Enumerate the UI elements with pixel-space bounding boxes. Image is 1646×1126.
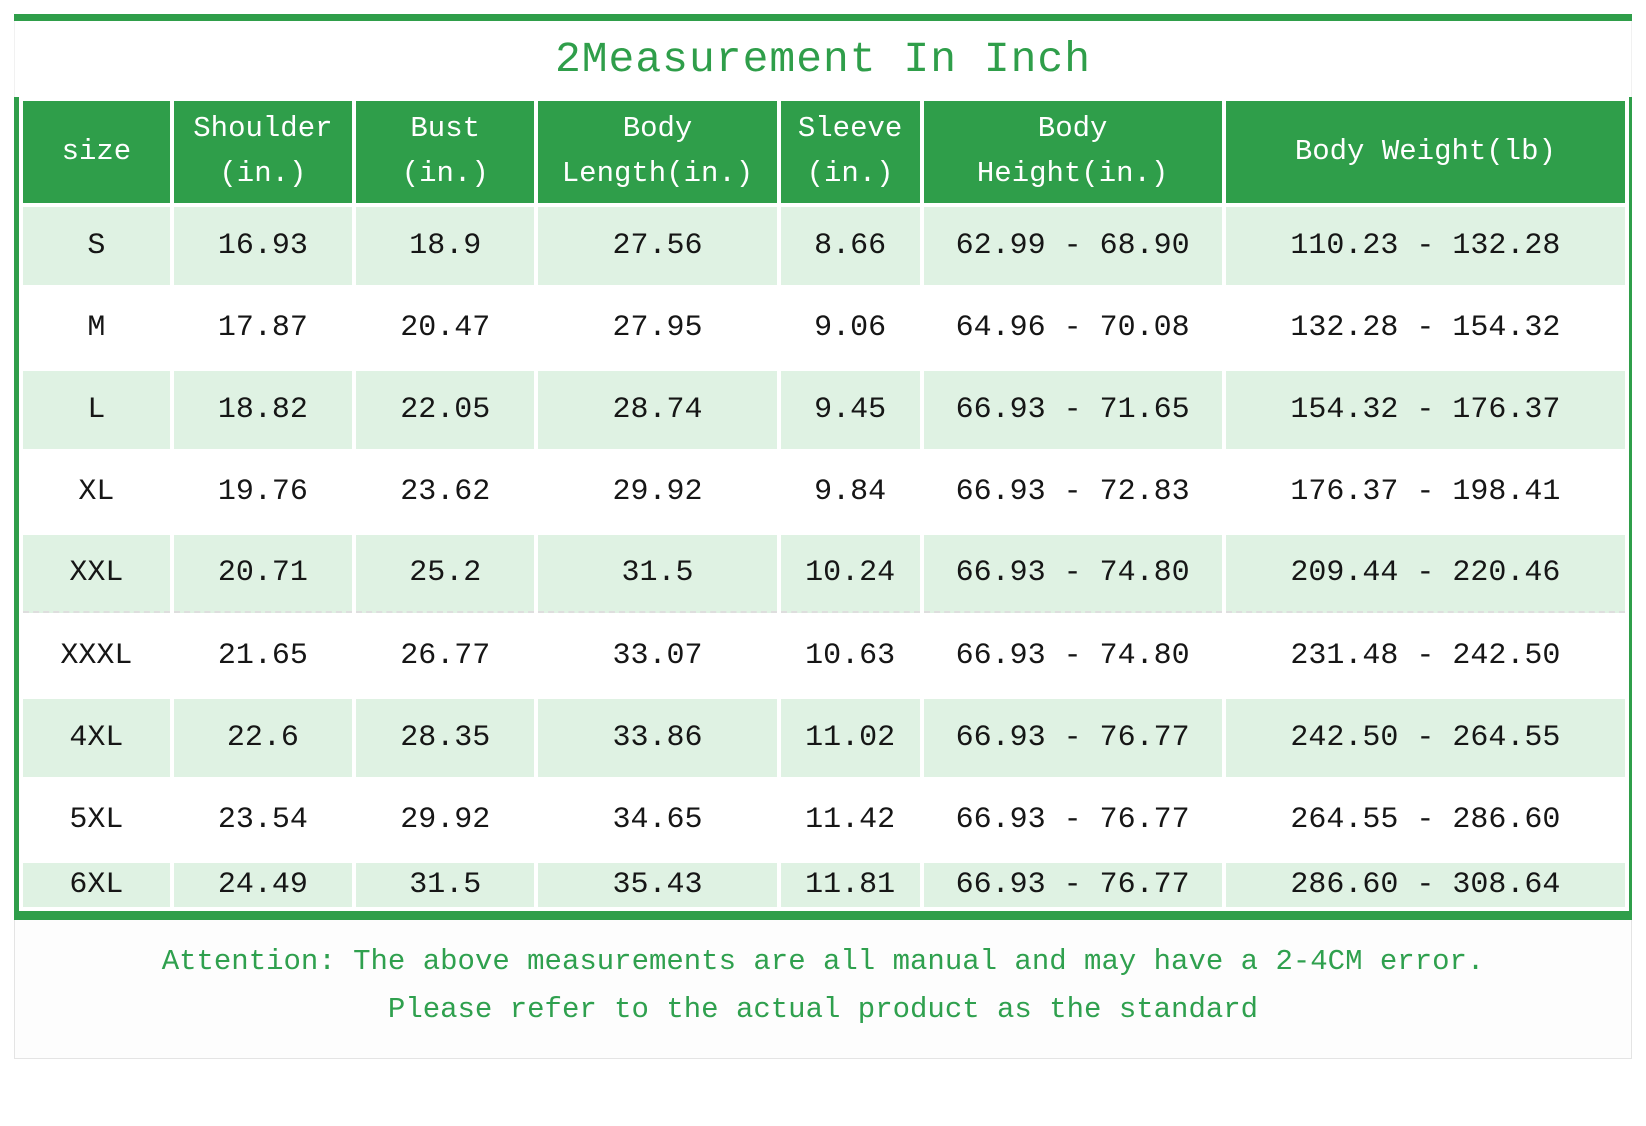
attention-note: Attention: The above measurements are al… — [14, 920, 1632, 1059]
value-cell: 9.06 — [780, 289, 920, 367]
value-cell: 66.93 - 76.77 — [923, 863, 1222, 907]
value-cell: 176.37 - 198.41 — [1225, 453, 1625, 531]
size-cell: XXL — [23, 535, 170, 613]
value-cell: 33.07 — [538, 617, 777, 695]
value-cell: 19.76 — [173, 453, 353, 531]
value-cell: 66.93 - 71.65 — [923, 371, 1222, 449]
header-row: size Shoulder (in.) Bust (in.) Body Length(… — [23, 101, 1625, 203]
table-row-XXL: XXL 20.71 25.2 31.5 10.24 66.93 - 74.80 209.44… — [23, 535, 1625, 613]
column-header-3: Body Length(in.) — [538, 101, 777, 203]
value-cell: 286.60 - 308.64 — [1225, 863, 1625, 907]
value-cell: 21.65 — [173, 617, 353, 695]
value-cell: 11.81 — [780, 863, 920, 907]
value-cell: 18.82 — [173, 371, 353, 449]
value-cell: 66.93 - 76.77 — [923, 781, 1222, 859]
table-row-XXXL: XXXL 21.65 26.77 33.07 10.63 66.93 - 74.80 231… — [23, 617, 1625, 695]
table-row-6XL: 6XL 24.49 31.5 35.43 11.81 66.93 - 76.77 286.6… — [23, 863, 1625, 907]
attention-line-1: Attention: The above measurements are al… — [161, 945, 1485, 978]
value-cell: 23.62 — [356, 453, 535, 531]
value-cell: 8.66 — [780, 207, 920, 285]
value-cell: 33.86 — [538, 699, 777, 777]
value-cell: 35.43 — [538, 863, 777, 907]
value-cell: 22.05 — [356, 371, 535, 449]
size-cell: L — [23, 371, 170, 449]
value-cell: 29.92 — [356, 781, 535, 859]
size-cell: M — [23, 289, 170, 367]
value-cell: 28.35 — [356, 699, 535, 777]
value-cell: 18.9 — [356, 207, 535, 285]
value-cell: 264.55 - 286.60 — [1225, 781, 1625, 859]
value-cell: 11.02 — [780, 699, 920, 777]
size-cell: XL — [23, 453, 170, 531]
value-cell: 66.93 - 74.80 — [923, 617, 1222, 695]
size-chart-sheet: 2Measurement In Inch size Shoulder (in.) B… — [14, 14, 1632, 1059]
value-cell: 16.93 — [173, 207, 353, 285]
value-cell: 23.54 — [173, 781, 353, 859]
column-header-5: Body Height(in.) — [923, 101, 1222, 203]
attention-line-2: Please refer to the actual product as th… — [387, 992, 1259, 1026]
value-cell: 24.49 — [173, 863, 353, 907]
column-header-6: Body Weight(lb) — [1225, 101, 1625, 203]
value-cell: 17.87 — [173, 289, 353, 367]
value-cell: 25.2 — [356, 535, 535, 613]
size-cell: 5XL — [23, 781, 170, 859]
value-cell: 154.32 - 176.37 — [1225, 371, 1625, 449]
size-cell: 4XL — [23, 699, 170, 777]
value-cell: 31.5 — [538, 535, 777, 613]
value-cell: 9.45 — [780, 371, 920, 449]
title-bar: 2Measurement In Inch — [14, 21, 1632, 97]
value-cell: 22.6 — [173, 699, 353, 777]
size-cell: XXXL — [23, 617, 170, 695]
value-cell: 29.92 — [538, 453, 777, 531]
size-cell: S — [23, 207, 170, 285]
value-cell: 34.65 — [538, 781, 777, 859]
value-cell: 209.44 - 220.46 — [1225, 535, 1625, 613]
size-table-wrap: size Shoulder (in.) Bust (in.) Body Length(… — [14, 97, 1632, 920]
size-cell: 6XL — [23, 863, 170, 907]
value-cell: 27.56 — [538, 207, 777, 285]
value-cell: 62.99 - 68.90 — [923, 207, 1222, 285]
table-row-XL: XL 19.76 23.62 29.92 9.84 66.93 - 72.83 176.37… — [23, 453, 1625, 531]
value-cell: 31.5 — [356, 863, 535, 907]
column-header-4: Sleeve (in.) — [780, 101, 920, 203]
value-cell: 10.24 — [780, 535, 920, 613]
value-cell: 242.50 - 264.55 — [1225, 699, 1625, 777]
value-cell: 231.48 - 242.50 — [1225, 617, 1625, 695]
value-cell: 20.47 — [356, 289, 535, 367]
value-cell: 28.74 — [538, 371, 777, 449]
column-header-0: size — [23, 101, 170, 203]
value-cell: 132.28 - 154.32 — [1225, 289, 1625, 367]
size-table-header: size Shoulder (in.) Bust (in.) Body Length(… — [23, 101, 1625, 203]
size-table: size Shoulder (in.) Bust (in.) Body Length(… — [19, 97, 1629, 911]
value-cell: 64.96 - 70.08 — [923, 289, 1222, 367]
table-row-L: L 18.82 22.05 28.74 9.45 66.93 - 71.65 154.32 … — [23, 371, 1625, 449]
value-cell: 66.93 - 74.80 — [923, 535, 1222, 613]
value-cell: 66.93 - 76.77 — [923, 699, 1222, 777]
value-cell: 20.71 — [173, 535, 353, 613]
value-cell: 9.84 — [780, 453, 920, 531]
size-table-body: S 16.93 18.9 27.56 8.66 62.99 - 68.90 110.23 -… — [23, 207, 1625, 907]
value-cell: 11.42 — [780, 781, 920, 859]
table-row-5XL: 5XL 23.54 29.92 34.65 11.42 66.93 - 76.77 264.… — [23, 781, 1625, 859]
value-cell: 27.95 — [538, 289, 777, 367]
column-header-1: Shoulder (in.) — [173, 101, 353, 203]
value-cell: 10.63 — [780, 617, 920, 695]
value-cell: 26.77 — [356, 617, 535, 695]
table-row-4XL: 4XL 22.6 28.35 33.86 11.02 66.93 - 76.77 242.5… — [23, 699, 1625, 777]
table-row-S: S 16.93 18.9 27.56 8.66 62.99 - 68.90 110.23 -… — [23, 207, 1625, 285]
chart-title: 2Measurement In Inch — [554, 34, 1092, 84]
table-row-M: M 17.87 20.47 27.95 9.06 64.96 - 70.08 132.28 … — [23, 289, 1625, 367]
value-cell: 66.93 - 72.83 — [923, 453, 1222, 531]
column-header-2: Bust (in.) — [356, 101, 535, 203]
value-cell: 110.23 - 132.28 — [1225, 207, 1625, 285]
